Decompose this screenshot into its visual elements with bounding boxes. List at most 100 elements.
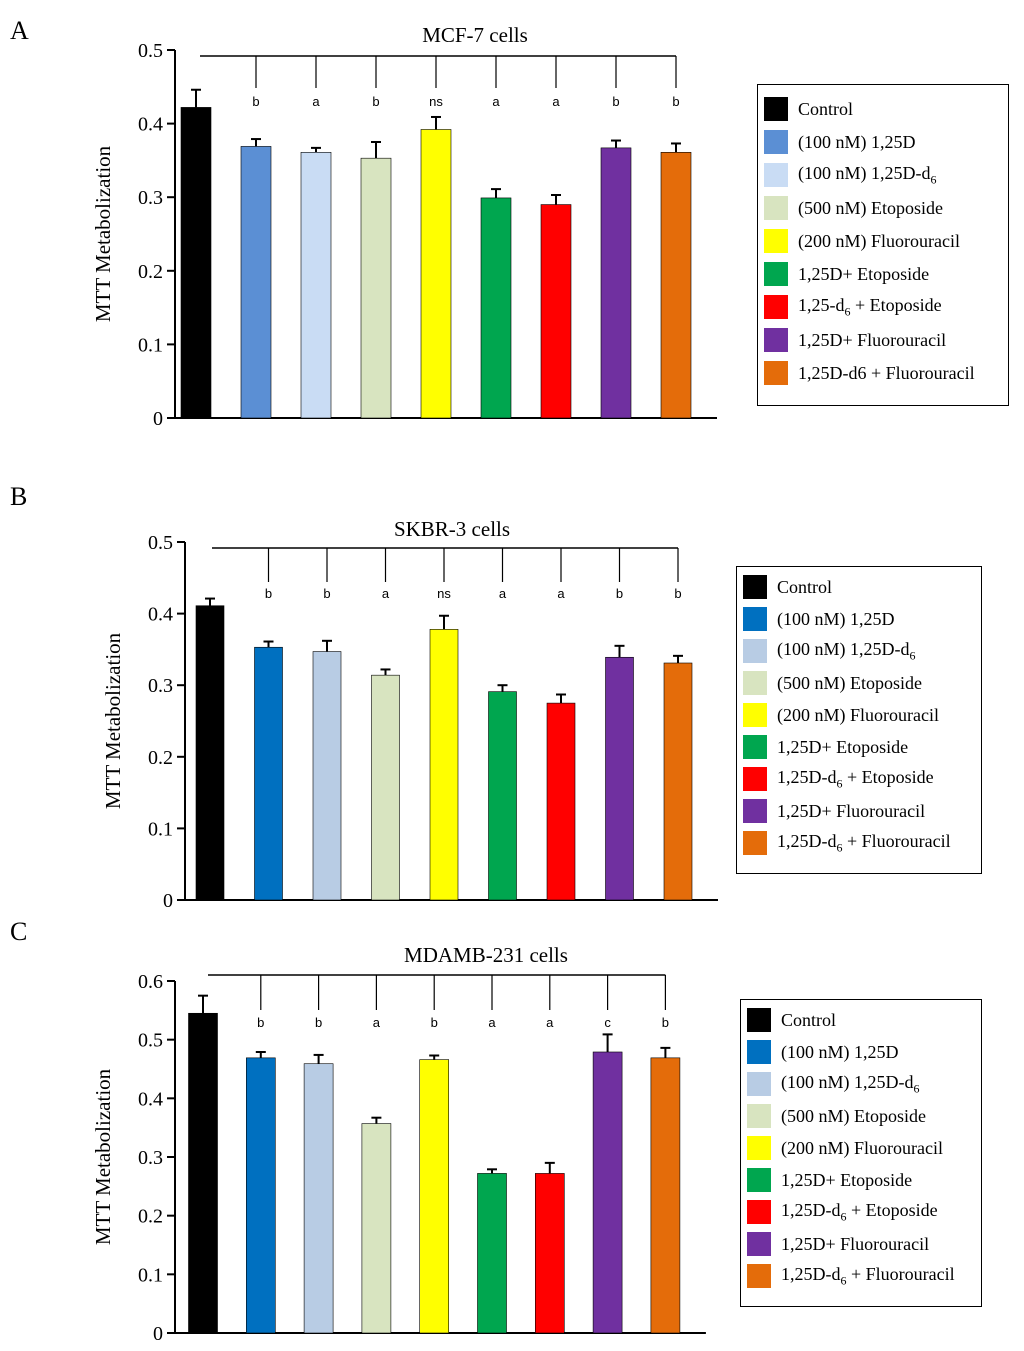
legend-item: (200 nM) Fluorouracil [764,229,960,253]
legend-swatch [747,1136,771,1160]
y-tick-label: 0.1 [138,1264,163,1286]
bar [540,204,572,419]
significance-label: a [552,94,560,109]
legend-label: (100 nM) 1,25D-d6 [798,162,937,187]
significance-label: b [662,1015,669,1030]
legend-swatch [764,229,788,253]
panel-b: B SKBR-3 cells MTT Metabolization 0 0.1 0.2 0… [0,470,1024,915]
legend-item: 1,25D-d6 + Fluorouracil [764,361,975,385]
legend-item: 1,25D+ Fluorouracil [747,1232,929,1256]
y-tick-label: 0.2 [138,261,163,283]
legend-label: 1,25D+ Etoposide [781,1169,913,1190]
legend-label: 1,25D+ Etoposide [777,736,909,757]
y-tick-label: 0.4 [138,1088,163,1110]
bar [180,107,212,419]
bar [371,674,400,901]
legend-label: (100 nM) 1,25D [781,1041,899,1062]
legend-item: (100 nM) 1,25D-d6 [743,639,916,663]
significance-label: b [672,94,679,109]
legend-swatch [747,1232,771,1256]
bar [360,157,392,419]
legend-swatch [743,639,767,663]
legend-swatch [764,328,788,352]
significance-label: a [312,94,320,109]
legend-item: (200 nM) Fluorouracil [743,703,939,727]
legend-label: (500 nM) Etoposide [777,672,922,693]
panel-c: C MDAMB-231 cells MTT Metabolization 0 0.1 0… [0,915,1024,1351]
panel-letter: B [10,482,28,511]
y-axis-label: MTT Metabolization [91,1068,115,1245]
significance-label: b [612,94,619,109]
legend-swatch [743,703,767,727]
legend-label: Control [781,1009,837,1030]
y-tick-label: 0 [153,1323,163,1345]
legend-label: 1,25D-d6 + Fluorouracil [798,362,975,383]
bar [240,146,272,419]
legend-swatch [743,671,767,695]
legend-item: Control [764,97,853,121]
significance-label: b [674,586,681,601]
y-tick-label: 0.4 [148,604,173,626]
significance-label: ns [429,94,443,109]
legend-label: 1,25D-d6 + Fluorouracil [781,1263,955,1288]
legend-swatch [747,1072,771,1096]
legend-label: (500 nM) Etoposide [781,1105,926,1126]
y-tick-label: 0.3 [138,187,163,209]
bar [488,691,517,901]
legend-swatch [764,262,788,286]
legend-label: Control [798,98,854,119]
significance-label: a [557,586,565,601]
significance-label: c [604,1015,611,1030]
bar [254,646,283,901]
significance-label: a [546,1015,554,1030]
legend-swatch [764,97,788,121]
bar [546,702,576,901]
bar [660,152,692,419]
legend-swatch [747,1264,771,1288]
legend-label: (200 nM) Fluorouracil [777,704,939,725]
significance-label: a [499,586,507,601]
legend-item: (500 nM) Etoposide [743,671,922,695]
legend-label: (200 nM) Fluorouracil [781,1137,943,1158]
panel-letter: C [10,917,28,946]
bar [592,1051,623,1334]
legend-label: Control [777,576,833,597]
legend-label: 1,25D+ Fluorouracil [777,800,926,821]
bar-chart: MDAMB-231 cells MTT Metabolization 0 0.1 0.2… [91,943,706,1345]
y-tick-label: 0.5 [138,1030,163,1052]
legend-swatch [743,831,767,855]
bar [361,1123,392,1334]
chart-title: MDAMB-231 cells [404,943,568,967]
legend-item: 1,25D-d6 + Fluorouracil [747,1264,955,1288]
bar [480,197,512,419]
y-tick-label: 0.2 [148,747,173,769]
legend-item: Control [743,575,832,599]
bar-chart: MCF-7 cells MTT Metabolization 0 0.1 0.2 0.3 0… [91,23,717,430]
significance-label: b [257,1015,264,1030]
y-tick-label: 0.2 [138,1206,163,1228]
significance-label: b [252,94,259,109]
legend-swatch [743,607,767,631]
significance-label: b [616,586,623,601]
legend-item: (500 nM) Etoposide [764,196,943,220]
legend-swatch [743,799,767,823]
legend-item: 1,25D-d6 + Fluorouracil [743,831,951,855]
legend-item: (500 nM) Etoposide [747,1104,926,1128]
legend-item: (100 nM) 1,25D-d6 [747,1072,920,1096]
y-tick-label: 0.1 [148,818,173,840]
legend-item: 1,25D-d6 + Etoposide [747,1200,938,1224]
legend: Control (100 nM) 1,25D (100 nM) 1,25D-d6 (5… [757,84,1009,406]
y-axis-label: MTT Metabolization [101,632,125,809]
bar [300,152,332,419]
y-axis-label: MTT Metabolization [91,145,115,322]
y-tick-label: 0.5 [138,40,163,62]
significance-label: a [492,94,500,109]
bar [195,605,225,901]
legend-label: 1,25-d6 + Etoposide [798,294,942,319]
bar [429,629,459,901]
legend-label: (100 nM) 1,25D [777,608,895,629]
bar [605,656,634,901]
legend-swatch [747,1168,771,1192]
legend-swatch [747,1200,771,1224]
bar [246,1057,276,1334]
